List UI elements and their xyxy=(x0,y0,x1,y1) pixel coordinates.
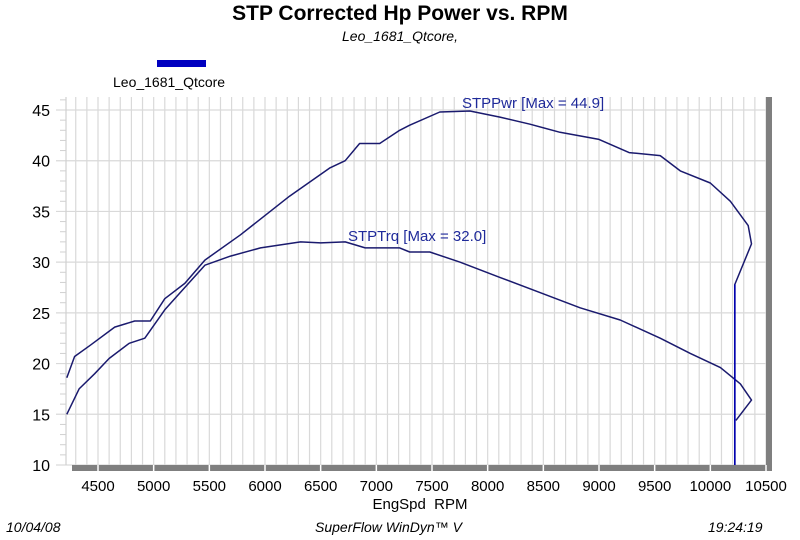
y-tick-label: 10 xyxy=(32,458,50,475)
x-axis: 4500 5000 5500 6000 6500 7000 7500 8000 8500 9000… xyxy=(81,478,787,495)
chart-subtitle: Leo_1681_Qtcore, xyxy=(342,28,458,44)
x-tick-label: 8000 xyxy=(471,478,504,495)
footer-software: SuperFlow WinDyn™ V xyxy=(315,519,462,535)
y-tick-label: 20 xyxy=(32,357,50,374)
y-axis: 10 15 20 25 30 35 40 45 xyxy=(32,103,50,475)
series-line-stppwr xyxy=(66,110,753,465)
x-tick-label: 7500 xyxy=(415,478,448,495)
plot-frame xyxy=(65,97,772,475)
footer-date: 10/04/08 xyxy=(6,519,61,535)
right-axis-bar xyxy=(766,97,772,471)
x-tick-label: 6500 xyxy=(304,478,337,495)
y-tick-label: 45 xyxy=(32,103,50,120)
legend-label: Leo_1681_Qtcore xyxy=(113,74,226,90)
x-tick-label: 4500 xyxy=(81,478,114,495)
x-tick-label: 9500 xyxy=(638,478,671,495)
series-line-stptrq xyxy=(66,241,753,421)
chart-title: STP Corrected Hp Power vs. RPM xyxy=(232,2,568,25)
y-tick-label: 40 xyxy=(32,154,50,171)
x-tick-label: 5000 xyxy=(137,478,170,495)
x-tick-label: 6000 xyxy=(248,478,281,495)
x-tick-label: 9000 xyxy=(582,478,615,495)
y-tick-label: 30 xyxy=(32,255,50,272)
y-tick-label: 15 xyxy=(32,407,50,424)
trq-max-annotation: STPTrq [Max = 32.0] xyxy=(348,228,486,245)
series-lines xyxy=(66,110,753,466)
footer-time: 19:24:19 xyxy=(708,519,763,535)
x-tick-label: 8500 xyxy=(527,478,560,495)
x-tick-label: 7000 xyxy=(360,478,393,495)
legend-swatch xyxy=(157,60,206,67)
y-tick-label: 25 xyxy=(32,306,50,323)
annotations: STPPwr [Max = 44.9] STPTrq [Max = 32.0] xyxy=(348,95,604,245)
y-tick-label: 35 xyxy=(32,204,50,221)
x-tick-label: 10000 xyxy=(689,478,731,495)
pwr-max-annotation: STPPwr [Max = 44.9] xyxy=(462,95,604,112)
x-axis-bar xyxy=(72,465,766,471)
x-tick-label: 5500 xyxy=(193,478,226,495)
x-tick-label: 10500 xyxy=(745,478,787,495)
x-axis-label: EngSpd RPM xyxy=(372,496,467,513)
grid xyxy=(56,97,767,466)
